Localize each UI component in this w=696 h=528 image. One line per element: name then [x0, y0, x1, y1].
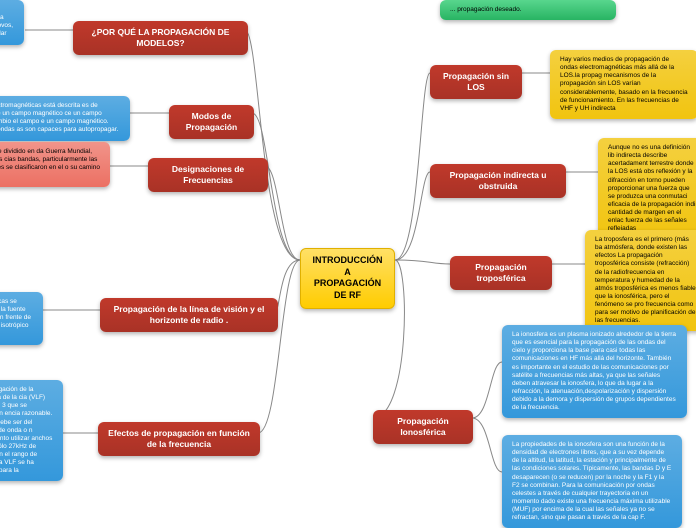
node-desig[interactable]: Designaciones de Frecuencias — [148, 158, 268, 192]
node-linea[interactable]: Propagación de la línea de visión y el h… — [100, 298, 278, 332]
center-node[interactable]: INTRODUCCIÓN A PROPAGACIÓN DE RF — [300, 248, 395, 309]
note-green1: ... propagación deseado. — [440, 0, 616, 20]
note-frente: magnéticas se fuera de la fuente ulta en… — [0, 292, 43, 345]
node-tropo[interactable]: Propagación troposférica — [450, 256, 552, 290]
node-efectos[interactable]: Efectos de propagación en función de la … — [98, 422, 260, 456]
note-bandas: o está vagamente dividido en da Guerra M… — [0, 142, 110, 187]
note-yellow1: Hay varios medios de propagación de onda… — [550, 50, 696, 119]
node-indirecta[interactable]: Propagación indirecta u obstruida — [430, 164, 566, 198]
note-blue1: La ionosfera es un plasma ionizado alred… — [502, 325, 687, 418]
note-maxwell: de las ondas electromagnéticas está desc… — [0, 96, 130, 141]
node-sinlos[interactable]: Propagación sin LOS — [430, 65, 522, 99]
note-blue2: La propiedades de la ionosfera son una f… — [502, 435, 682, 528]
note-yellow3: La troposfera es el primero (más ba atmó… — [585, 230, 696, 331]
note-yellow2: Aunque no es una definición lib indirect… — [598, 138, 696, 239]
node-iono[interactable]: Propagación Ionosférica — [373, 410, 473, 444]
note-vlf: la propagación de la ecuencia de la cia … — [0, 380, 63, 481]
note-topleft: ... otro ... ondas en la red de ... ovos… — [0, 0, 24, 45]
node-porque[interactable]: ¿POR QUÉ LA PROPAGACIÓN DE MODELOS? — [73, 21, 248, 55]
node-modos[interactable]: Modos de Propagación — [169, 105, 254, 139]
center-title: INTRODUCCIÓN A PROPAGACIÓN DE RF — [313, 255, 383, 300]
